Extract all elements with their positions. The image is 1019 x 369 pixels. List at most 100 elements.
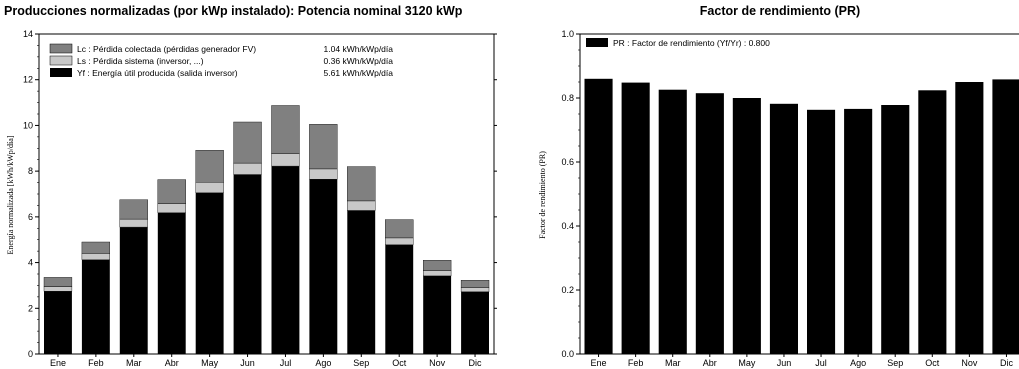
bar-ene-series-2 — [43, 277, 73, 287]
bar-nov-series-1 — [423, 270, 452, 277]
bar-ago-series-0 — [844, 108, 873, 355]
y-tick-label: 0.8 — [561, 93, 574, 103]
bar-dic-series-0 — [461, 291, 489, 354]
bar-feb-series-2 — [81, 241, 111, 254]
y-tick-label: 0 — [28, 349, 33, 359]
bar-mar-series-2 — [119, 199, 148, 220]
x-tick-label: Mar — [665, 358, 681, 368]
bar-abr-series-0 — [695, 93, 724, 354]
bar-nov-series-0 — [423, 275, 452, 354]
y-ticks: 0 2 4 6 8 10 12 14 — [23, 29, 497, 359]
bar-dic-series-2 — [460, 280, 490, 288]
performance-ratio-chart: Factor de rendimiento (PR) Factor de ren… — [538, 4, 1019, 368]
legend-swatch-pr — [586, 38, 608, 47]
legend-label-ls: Ls : Pérdida sistema (inversor, ...) — [77, 56, 204, 66]
bar-oct-series-1 — [385, 237, 414, 245]
x-tick-label: Jul — [815, 358, 827, 368]
x-tick-label: Ago — [315, 358, 331, 368]
y-tick-label: 6 — [28, 212, 33, 222]
y-tick-label: 0.6 — [561, 157, 574, 167]
legend-label-lc: Lc : Pérdida colectada (pérdidas generad… — [77, 44, 256, 54]
x-tick-label: Ene — [591, 358, 607, 368]
bar-feb-series-0 — [81, 259, 110, 354]
x-tick-label: May — [201, 358, 219, 368]
x-tick-label: Sep — [353, 358, 369, 368]
bar-may-series-2 — [195, 150, 224, 183]
x-tick-label: Dic — [1000, 358, 1013, 368]
x-tick-label: May — [738, 358, 756, 368]
bar-jul-series-0 — [271, 166, 300, 354]
bars-group — [584, 78, 1019, 355]
bar-jul-series-0 — [807, 109, 836, 354]
legend-label-pr: PR : Factor de rendimiento (Yf/Yr) : 0.8… — [613, 38, 770, 48]
bar-abr-series-1 — [157, 203, 186, 213]
x-tick-label: Ago — [850, 358, 866, 368]
y-tick-label: 0.4 — [561, 221, 574, 231]
bar-oct-series-0 — [385, 244, 414, 354]
x-tick-label: Jul — [280, 358, 292, 368]
y-tick-label: 8 — [28, 166, 33, 176]
y-axis-label: Factor de rendimiento (PR) — [538, 151, 547, 239]
legend-swatch-yf — [50, 68, 72, 77]
x-tick-label: Mar — [126, 358, 142, 368]
y-tick-label: 2 — [28, 303, 33, 313]
x-tick-label: Jun — [240, 358, 255, 368]
x-ticks: Ene Feb Mar Abr May Jun Jul Ago Sep Oct Nov Dic — [50, 354, 482, 368]
bar-dic-series-1 — [460, 287, 490, 293]
x-tick-label: Jun — [777, 358, 792, 368]
bar-may-series-0 — [195, 192, 224, 354]
bar-abr-series-2 — [157, 179, 186, 204]
bar-oct-series-0 — [918, 90, 947, 355]
bar-jul-series-1 — [271, 153, 300, 167]
legend: PR : Factor de rendimiento (Yf/Yr) : 0.8… — [586, 38, 770, 48]
legend-label-yf: Yf : Energía útil producida (salida inve… — [77, 68, 238, 78]
bar-ene-series-0 — [44, 291, 72, 354]
legend: Lc : Pérdida colectada (pérdidas generad… — [49, 43, 394, 78]
x-tick-label: Abr — [165, 358, 179, 368]
bar-may-series-1 — [195, 182, 224, 194]
bar-may-series-0 — [732, 98, 761, 354]
x-tick-label: Oct — [925, 358, 940, 368]
x-tick-label: Oct — [392, 358, 407, 368]
legend-swatch-ls — [49, 55, 73, 66]
bar-sep-series-0 — [347, 210, 376, 354]
bar-mar-series-0 — [658, 89, 687, 354]
x-tick-label: Sep — [887, 358, 903, 368]
bar-jun-series-0 — [233, 174, 262, 354]
x-tick-label: Feb — [88, 358, 104, 368]
legend-swatch-lc — [49, 43, 73, 54]
x-ticks: Ene Feb Mar Abr May Jun Jul Ago Sep Oct Nov Dic — [591, 354, 1013, 368]
bar-abr-series-0 — [157, 212, 186, 354]
x-tick-label: Feb — [628, 358, 644, 368]
bar-dic-series-0 — [992, 79, 1019, 355]
x-tick-label: Nov — [429, 358, 446, 368]
bar-sep-series-1 — [347, 200, 376, 211]
chart-title: Factor de rendimiento (PR) — [700, 4, 860, 18]
bar-ago-series-1 — [309, 168, 338, 180]
bar-jun-series-2 — [233, 121, 262, 164]
legend-value-ls: 0.36 kWh/kWp/día — [324, 56, 394, 66]
bar-feb-series-1 — [81, 253, 111, 260]
bar-ene-series-1 — [43, 286, 73, 292]
y-tick-label: 12 — [23, 75, 33, 85]
bar-oct-series-2 — [385, 219, 414, 239]
bar-nov-series-2 — [423, 260, 452, 271]
bars-group — [43, 105, 490, 354]
x-tick-label: Ene — [50, 358, 66, 368]
bar-mar-series-0 — [119, 227, 148, 354]
y-tick-label: 0.0 — [561, 349, 574, 359]
y-axis-label: Energía normalizada [kWh/kWp/día] — [6, 135, 15, 254]
bar-jun-series-0 — [769, 103, 798, 354]
bar-ago-series-2 — [309, 124, 338, 170]
x-tick-label: Abr — [703, 358, 717, 368]
bar-nov-series-0 — [955, 82, 984, 354]
bar-sep-series-0 — [881, 105, 910, 354]
legend-value-yf: 5.61 kWh/kWp/día — [324, 68, 394, 78]
y-tick-label: 1.0 — [561, 29, 574, 39]
normalized-production-chart: Producciones normalizadas (por kWp insta… — [4, 4, 497, 368]
bar-jun-series-1 — [233, 162, 262, 175]
bar-ago-series-0 — [309, 179, 338, 354]
chart-title: Producciones normalizadas (por kWp insta… — [4, 4, 463, 18]
bar-feb-series-0 — [621, 82, 650, 354]
